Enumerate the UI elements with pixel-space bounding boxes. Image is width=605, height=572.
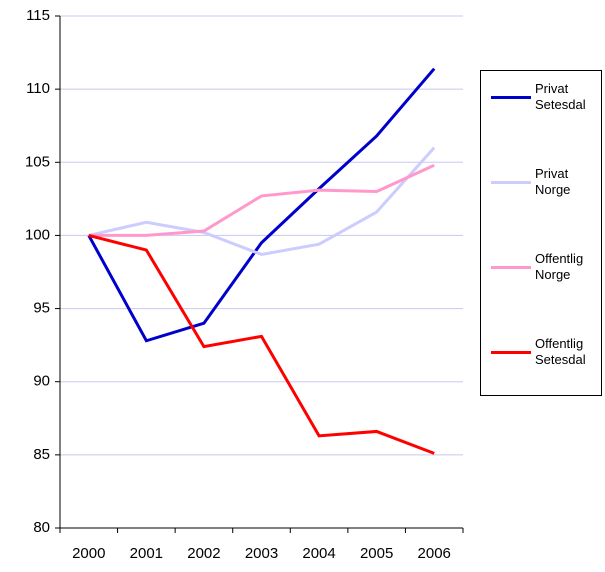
y-tick-label: 100 [25, 226, 50, 243]
series-line [88, 233, 435, 455]
legend-label: Offentlig Setesdal [535, 336, 586, 367]
legend-label: Offentlig Norge [535, 251, 584, 282]
y-tick-label: 80 [33, 519, 50, 536]
y-tick-label: 95 [33, 300, 50, 317]
legend-swatch [491, 265, 531, 269]
legend-label: Privat Setesdal [535, 81, 586, 112]
x-tick-label: 2001 [130, 545, 163, 562]
legend: Privat Setesdal Privat Norge Offentlig Nor… [480, 70, 602, 396]
series-line [88, 146, 436, 256]
x-tick-label: 2006 [418, 545, 451, 562]
legend-item: Offentlig Norge [491, 251, 599, 283]
series-line [87, 67, 436, 343]
legend-item: Privat Setesdal [491, 81, 599, 113]
legend-swatch [491, 95, 531, 99]
y-tick-label: 110 [26, 80, 50, 97]
y-tick-label: 115 [26, 7, 50, 24]
x-tick-label: 2005 [360, 545, 393, 562]
legend-swatch [491, 180, 531, 184]
x-tick-label: 2002 [187, 545, 220, 562]
x-tick-label: 2003 [245, 545, 278, 562]
legend-item: Privat Norge [491, 166, 599, 198]
y-tick-label: 105 [25, 153, 50, 170]
y-tick-label: 90 [33, 373, 50, 390]
x-tick-label: 2004 [302, 545, 335, 562]
x-tick-label: 2000 [72, 545, 105, 562]
legend-item: Offentlig Setesdal [491, 336, 599, 368]
series-line [88, 163, 435, 237]
legend-swatch [491, 350, 531, 354]
legend-label: Privat Norge [535, 166, 571, 197]
y-tick-label: 85 [33, 446, 50, 463]
